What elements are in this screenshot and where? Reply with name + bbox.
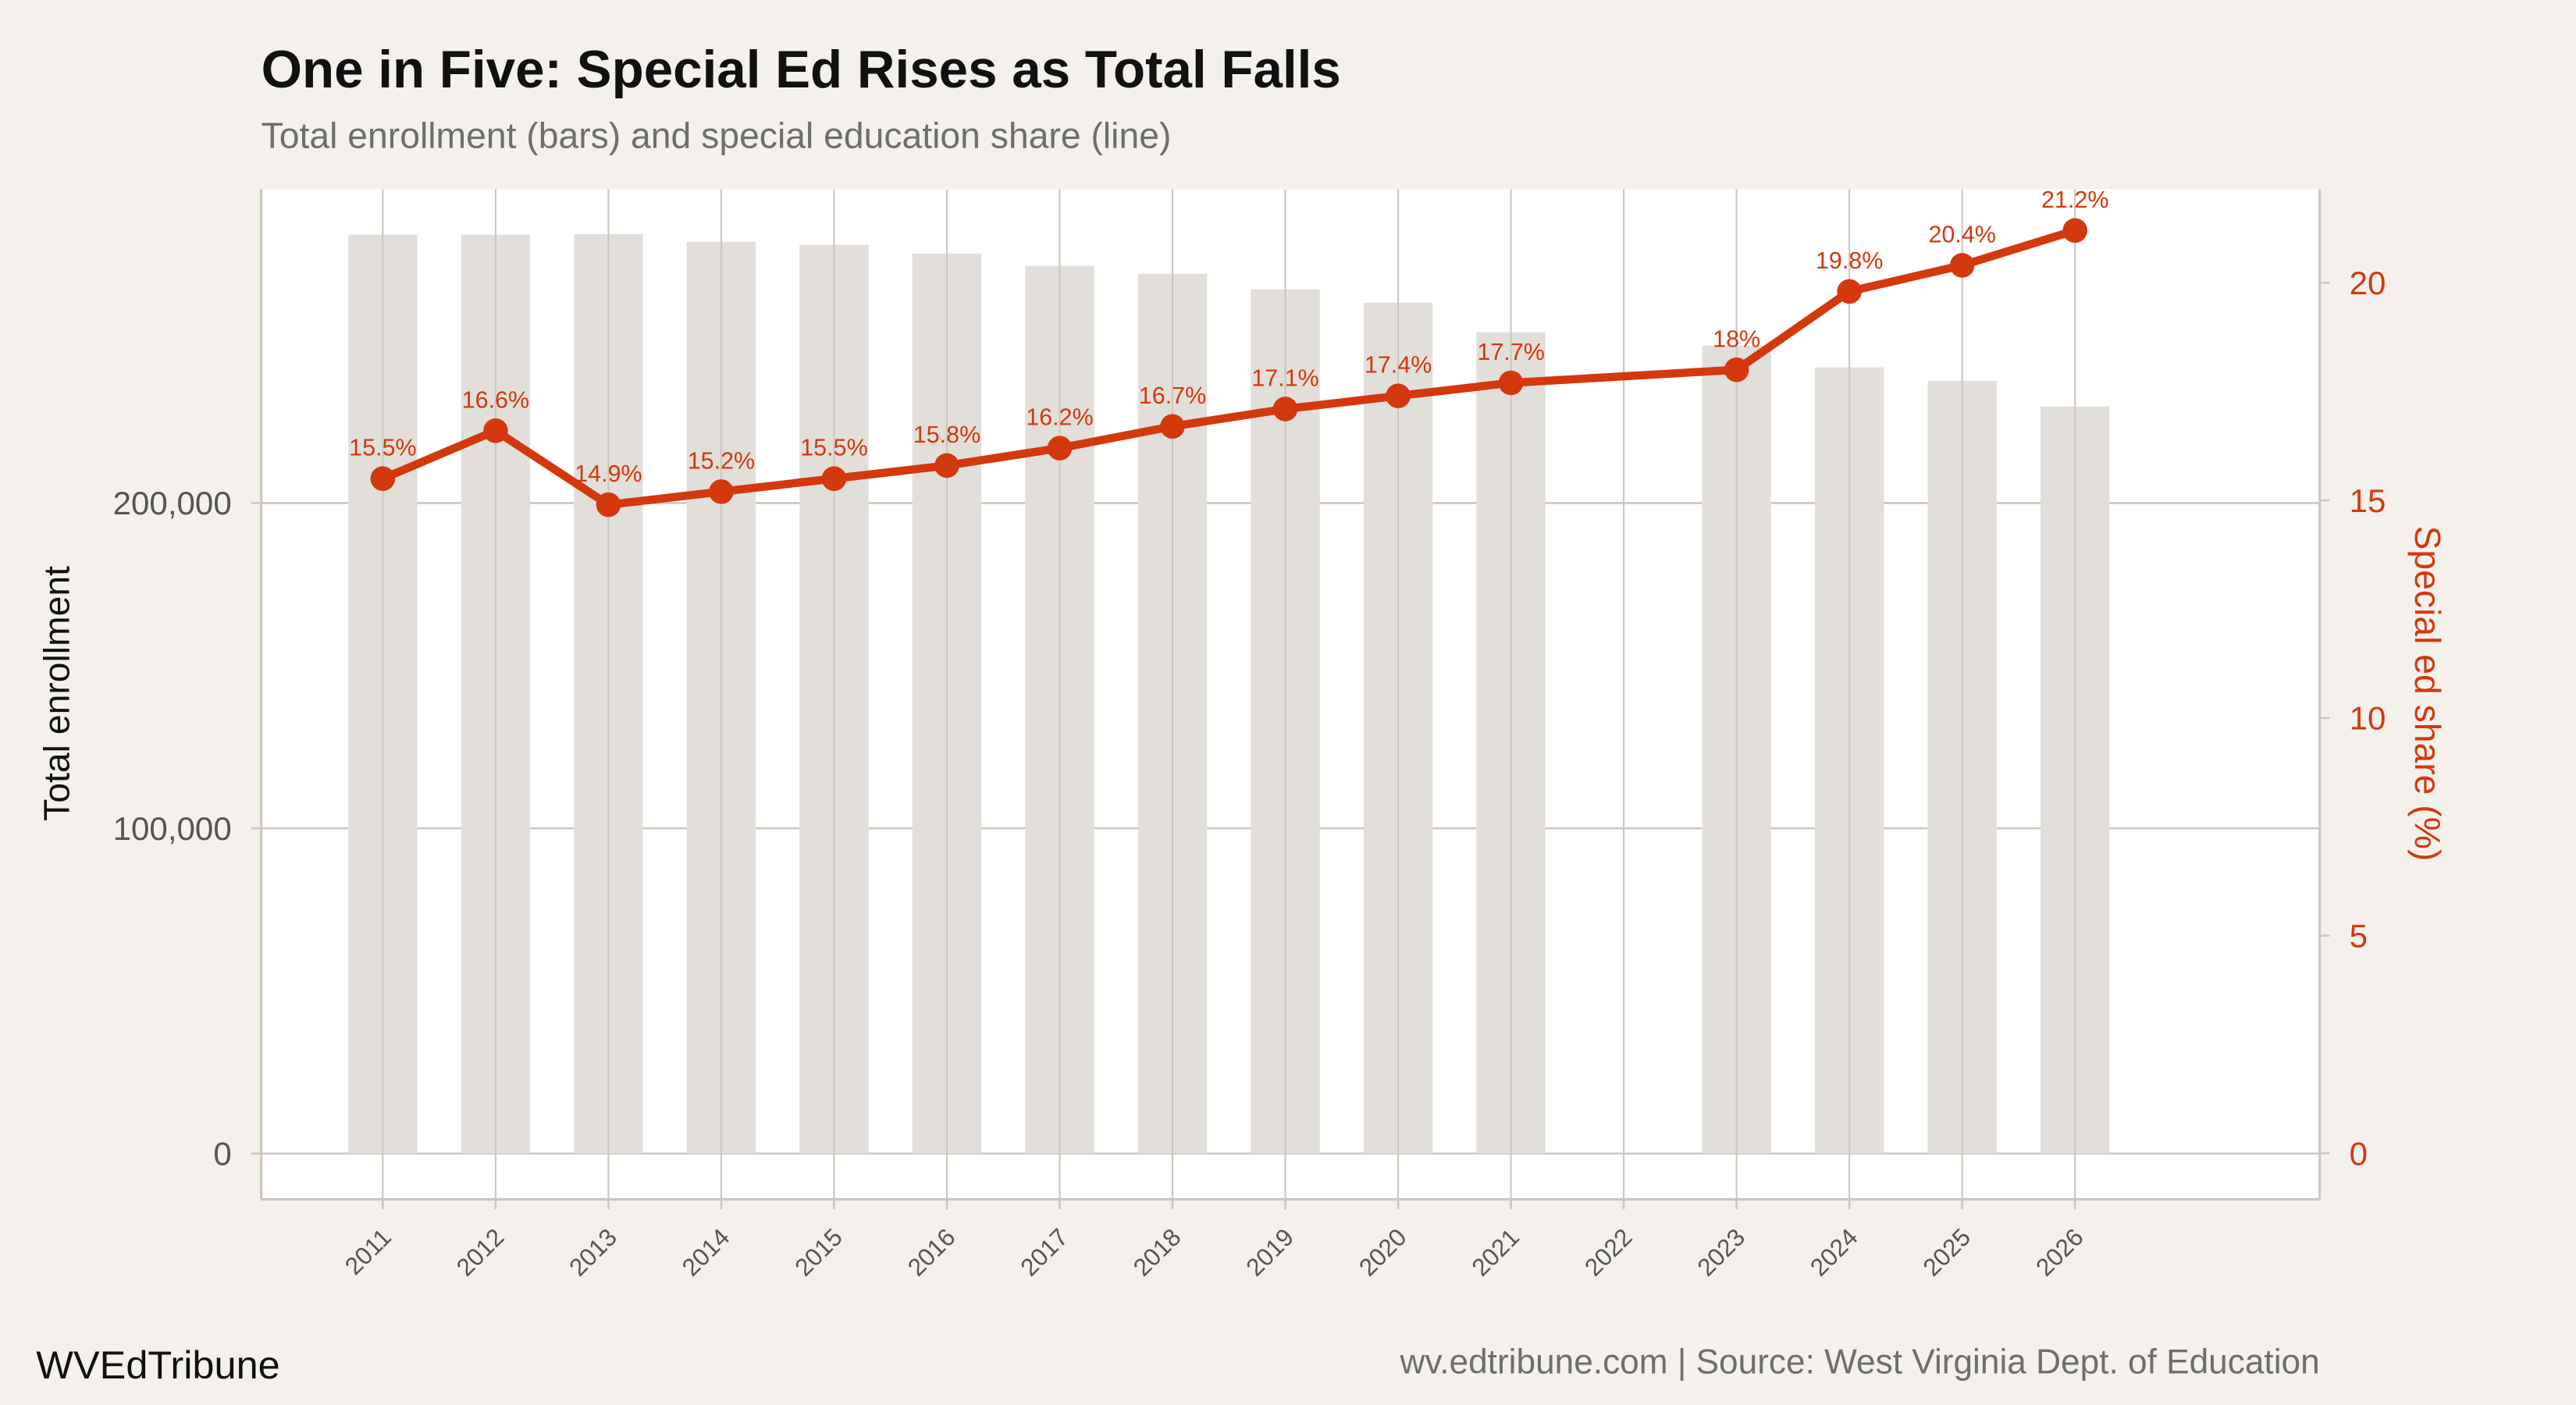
share-data-label: 19.8% (1816, 247, 1883, 274)
share-point (1047, 436, 1073, 461)
y2-tick-label: 0 (2350, 1135, 2368, 1172)
y-tick-label: 0 (213, 1136, 231, 1172)
share-data-label: 17.4% (1364, 352, 1432, 379)
share-point (596, 492, 621, 518)
share-data-label: 15.5% (349, 435, 416, 461)
share-data-label: 18% (1713, 325, 1760, 352)
share-point (1949, 253, 1975, 278)
share-data-label: 14.9% (575, 461, 642, 487)
share-point (1724, 357, 1749, 382)
share-data-label: 16.2% (1026, 404, 1093, 431)
y-axis-label: Total enrollment (36, 566, 76, 821)
share-data-label: 20.4% (1928, 221, 1995, 247)
share-data-label: 16.6% (462, 386, 529, 413)
share-point (934, 453, 959, 478)
share-point (1386, 383, 1411, 408)
vertical-gridlines (382, 189, 2076, 1200)
source-note: wv.edtribune.com | Source: West Virginia… (1400, 1343, 2320, 1382)
share-data-label: 17.1% (1251, 365, 1318, 391)
y2-tick-label: 15 (2350, 482, 2386, 519)
share-point (370, 466, 396, 491)
chart-subtitle: Total enrollment (bars) and special educ… (262, 116, 1172, 156)
share-line: 15.5% 16.6% 14.9% 15.2% 15.5% 15.8% 16.2% 16.7%… (349, 187, 2108, 518)
y-tick-label: 100,000 (113, 810, 232, 847)
chart-title: One in Five: Special Ed Rises as Total F… (262, 41, 1341, 99)
share-data-label: 16.7% (1139, 382, 1206, 409)
share-data-label: 21.2% (2041, 187, 2108, 213)
brand-label: WVEdTribune (36, 1343, 279, 1387)
y2-tick-label: 10 (2350, 700, 2386, 737)
share-point (1272, 397, 1298, 422)
y-tick-label: 200,000 (113, 485, 232, 521)
share-point (1160, 414, 1185, 439)
share-data-label: 15.5% (800, 435, 867, 461)
share-point (483, 418, 508, 443)
share-point (709, 479, 734, 504)
share-data-label: 15.8% (913, 422, 980, 448)
y2-tick-label: 20 (2350, 265, 2386, 301)
y2-axis-label: Special ed share (%) (2407, 526, 2448, 862)
share-data-label: 15.2% (688, 447, 755, 474)
share-data-label: 17.7% (1477, 339, 1544, 365)
share-point (1498, 370, 1524, 396)
share-point (1837, 279, 1862, 304)
share-point (2062, 218, 2087, 244)
share-point (821, 466, 847, 491)
y2-tick-label: 5 (2350, 917, 2368, 954)
